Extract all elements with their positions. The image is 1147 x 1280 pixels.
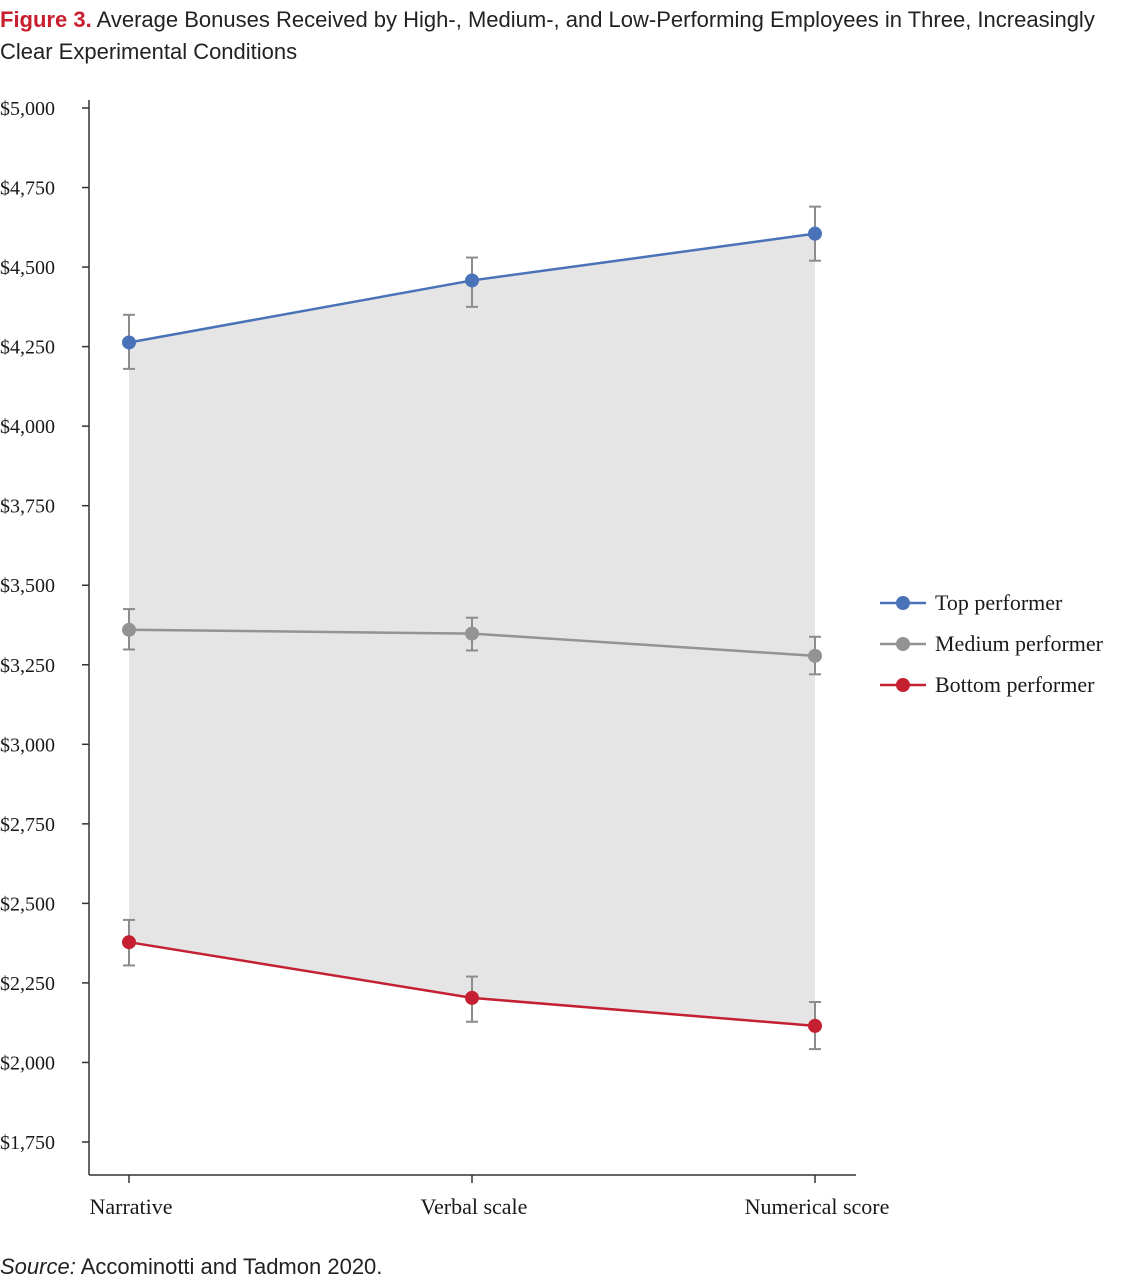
medium-performerpoint bbox=[808, 648, 822, 663]
legend-label-top-performer: Top performer bbox=[935, 590, 1063, 615]
top-performerpoint bbox=[808, 226, 822, 241]
legend-marker-top-performer bbox=[896, 596, 910, 610]
y-tick-label: $3,750 bbox=[0, 496, 55, 518]
source-label: Source: bbox=[0, 1254, 76, 1279]
top-performerpoint bbox=[122, 335, 136, 350]
figure-title-text: Average Bonuses Received by High-, Mediu… bbox=[0, 7, 1095, 64]
y-tick-label: $5,000 bbox=[0, 98, 55, 120]
y-tick-label: $1,750 bbox=[0, 1132, 55, 1154]
y-tick-label: $3,250 bbox=[0, 655, 55, 677]
bottom-performerpoint bbox=[465, 990, 479, 1005]
y-tick-label: $2,000 bbox=[0, 1052, 55, 1074]
y-tick-label: $2,750 bbox=[0, 814, 55, 836]
legend-label-medium-performer: Medium performer bbox=[935, 631, 1104, 656]
y-tick-label: $4,250 bbox=[0, 337, 55, 359]
y-tick-label: $4,000 bbox=[0, 416, 55, 438]
figure-title: Figure 3. Average Bonuses Received by Hi… bbox=[0, 4, 1147, 68]
source-note: Source: Accominotti and Tadmon 2020. bbox=[0, 1254, 382, 1280]
top-performerpoint bbox=[465, 273, 479, 288]
legend-marker-medium-performer bbox=[896, 637, 910, 651]
legend-marker-bottom-performer bbox=[896, 678, 910, 692]
medium-performerpoint bbox=[122, 622, 136, 637]
y-tick-label: $4,750 bbox=[0, 178, 55, 200]
source-text: Accominotti and Tadmon 2020. bbox=[75, 1254, 383, 1279]
y-tick-label: $2,250 bbox=[0, 973, 55, 995]
y-tick-label: $4,500 bbox=[0, 257, 55, 279]
x-tick-label: Numerical score bbox=[745, 1194, 890, 1219]
x-tick-label: Narrative bbox=[89, 1194, 172, 1219]
y-tick-label: $2,500 bbox=[0, 893, 55, 915]
y-tick-label: $3,500 bbox=[0, 575, 55, 597]
bottom-performerpoint bbox=[808, 1018, 822, 1033]
bottom-performerpoint bbox=[122, 935, 136, 950]
x-tick-label: Verbal scale bbox=[421, 1194, 528, 1219]
medium-performerpoint bbox=[465, 626, 479, 641]
figure-label: Figure 3. bbox=[0, 7, 92, 32]
y-tick-label: $3,000 bbox=[0, 734, 55, 756]
legend-label-bottom-performer: Bottom performer bbox=[935, 672, 1095, 697]
